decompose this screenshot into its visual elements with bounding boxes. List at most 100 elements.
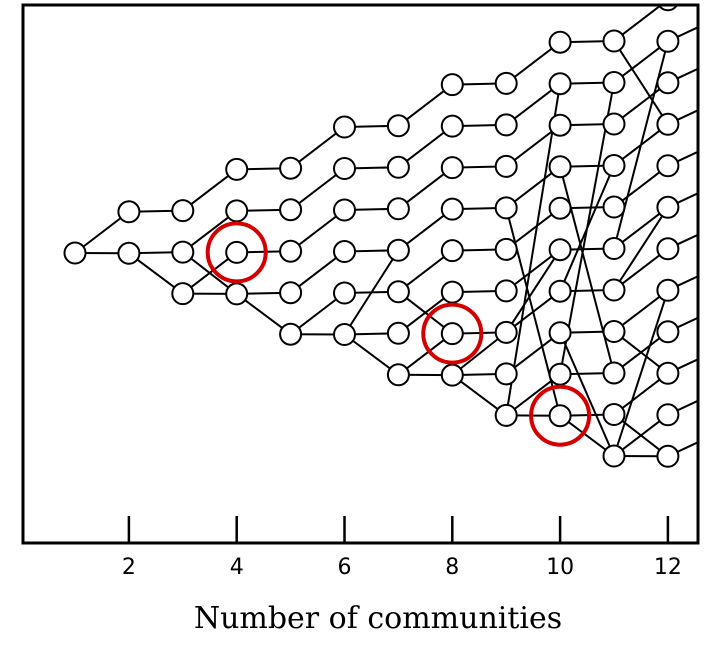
community-node bbox=[333, 115, 356, 139]
community-node bbox=[225, 157, 249, 181]
community-node bbox=[602, 278, 626, 302]
community-node bbox=[333, 198, 356, 222]
community-node bbox=[440, 73, 464, 97]
crossing-edge bbox=[343, 249, 400, 336]
community-node bbox=[602, 29, 626, 53]
community-node bbox=[602, 195, 626, 219]
community-node bbox=[117, 241, 141, 265]
community-node bbox=[602, 320, 626, 343]
highlight-circle bbox=[205, 221, 268, 284]
community-node bbox=[386, 197, 410, 221]
community-node bbox=[225, 199, 249, 223]
tree-nodes bbox=[63, 5, 680, 468]
community-node bbox=[171, 240, 195, 264]
community-node bbox=[656, 403, 680, 427]
community-node bbox=[494, 154, 518, 178]
community-node bbox=[279, 239, 303, 263]
community-node bbox=[602, 154, 626, 177]
community-node bbox=[117, 200, 141, 224]
plot-frame bbox=[21, 3, 700, 545]
x-axis-label: Number of communities bbox=[194, 601, 562, 636]
community-node bbox=[440, 114, 464, 138]
community-node bbox=[279, 322, 303, 346]
community-node bbox=[440, 280, 464, 304]
community-node bbox=[494, 362, 518, 386]
community-node bbox=[279, 198, 303, 222]
crossing-edge bbox=[613, 289, 669, 457]
crossing-edge bbox=[559, 332, 615, 457]
community-node bbox=[225, 240, 249, 264]
x-tick-label: 10 bbox=[546, 555, 574, 580]
community-node bbox=[386, 155, 410, 179]
community-node bbox=[386, 321, 410, 345]
community-node bbox=[548, 196, 572, 220]
crossing-edge bbox=[505, 83, 562, 416]
community-node bbox=[63, 241, 87, 265]
community-node bbox=[656, 361, 680, 385]
community-node bbox=[494, 71, 518, 95]
community-node bbox=[656, 71, 680, 95]
community-node bbox=[440, 156, 464, 180]
crossing-edge bbox=[613, 41, 669, 249]
community-node bbox=[602, 112, 626, 136]
community-node bbox=[494, 320, 518, 344]
community-node bbox=[333, 157, 356, 180]
community-node bbox=[548, 321, 572, 345]
community-node bbox=[548, 155, 572, 179]
highlight-circle bbox=[421, 302, 484, 365]
community-node bbox=[494, 279, 518, 303]
community-node bbox=[548, 404, 572, 428]
x-tick-label: 12 bbox=[654, 555, 682, 580]
community-node bbox=[656, 320, 680, 344]
community-node bbox=[494, 196, 518, 220]
community-node bbox=[171, 199, 195, 223]
community-node bbox=[602, 444, 626, 468]
community-node bbox=[548, 362, 572, 386]
community-node bbox=[494, 113, 518, 137]
community-node bbox=[656, 154, 680, 178]
community-node bbox=[333, 240, 356, 263]
community-node bbox=[602, 71, 626, 94]
x-axis-ticks: 2 4 6 8 10 12 bbox=[122, 516, 682, 580]
community-node bbox=[386, 363, 410, 387]
community-node bbox=[494, 237, 518, 261]
community-node bbox=[333, 323, 356, 346]
crossing-edge bbox=[505, 249, 561, 333]
community-node bbox=[602, 237, 626, 260]
community-node bbox=[548, 113, 572, 137]
community-node bbox=[386, 280, 410, 304]
community-node bbox=[333, 281, 356, 305]
x-tick-label: 4 bbox=[230, 555, 244, 580]
community-node bbox=[656, 278, 680, 302]
community-node bbox=[440, 322, 464, 346]
community-node bbox=[656, 29, 680, 53]
community-node bbox=[548, 238, 572, 262]
community-node bbox=[386, 114, 410, 138]
community-node bbox=[602, 361, 626, 385]
crossing-edge bbox=[613, 40, 669, 125]
community-node bbox=[440, 197, 464, 221]
community-node bbox=[279, 281, 303, 305]
community-node bbox=[440, 239, 464, 263]
crossing-edge bbox=[559, 165, 615, 292]
community-node bbox=[386, 238, 410, 262]
highlight-circles bbox=[205, 221, 592, 447]
community-node bbox=[656, 444, 680, 468]
highlight-circle bbox=[529, 384, 592, 447]
community-node bbox=[279, 156, 303, 180]
community-node bbox=[602, 403, 626, 426]
x-tick-label: 6 bbox=[338, 555, 352, 580]
community-node bbox=[656, 195, 680, 219]
x-tick-label: 8 bbox=[445, 555, 459, 580]
x-tick-label: 2 bbox=[122, 555, 136, 580]
crossing-edge bbox=[613, 206, 669, 291]
community-node bbox=[171, 282, 195, 306]
community-node bbox=[494, 403, 518, 427]
community-node bbox=[548, 279, 572, 303]
community-node bbox=[548, 30, 572, 54]
tree-edges bbox=[74, 5, 698, 458]
community-node bbox=[548, 72, 572, 96]
community-node bbox=[440, 363, 464, 387]
community-node bbox=[225, 282, 249, 306]
